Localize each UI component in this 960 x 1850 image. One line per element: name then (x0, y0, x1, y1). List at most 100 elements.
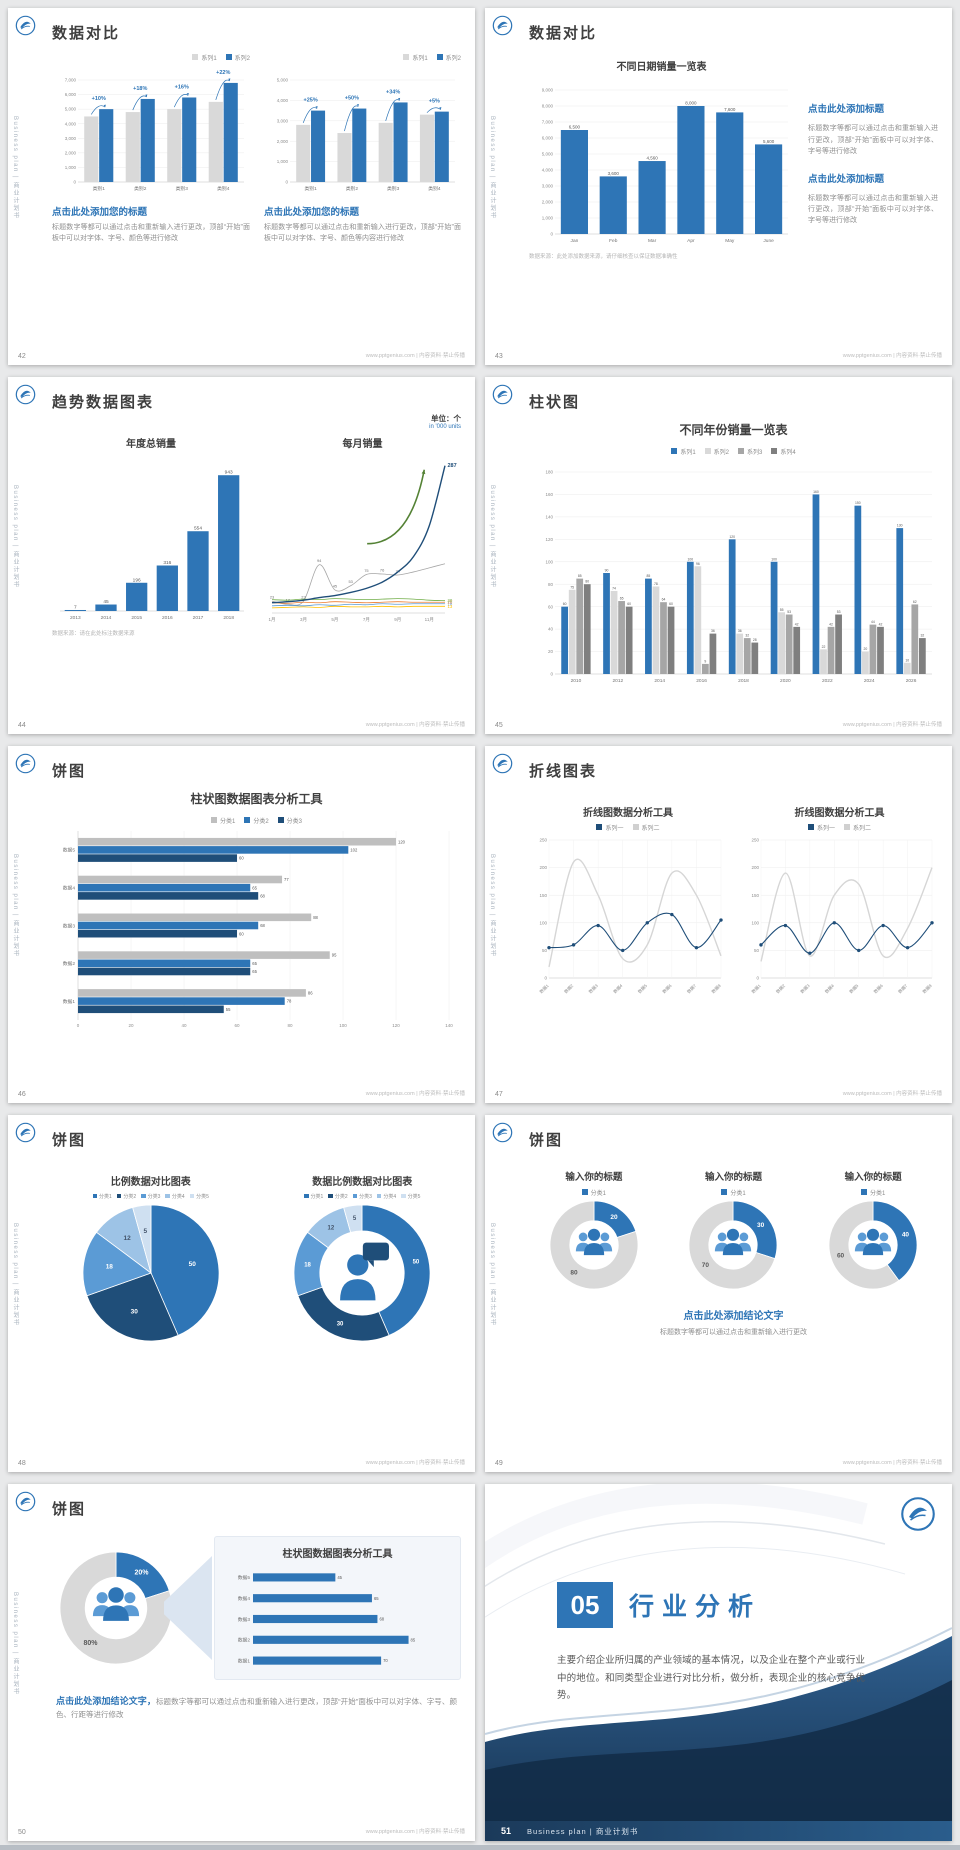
svg-text:类别2: 类别2 (346, 185, 359, 192)
svg-text:Apr: Apr (687, 238, 695, 244)
svg-text:0: 0 (550, 672, 553, 677)
svg-text:200: 200 (539, 865, 547, 870)
placeholder-heading: 点击此处添加您的标题 (52, 207, 148, 218)
conclusion-heading: 点击此处添加结论文字 (683, 1311, 784, 1322)
svg-text:53: 53 (837, 610, 841, 614)
footer-watermark: www.pptgenius.com | 内容资料·禁止传播 (842, 1460, 942, 1466)
slide-title: 饼图 (52, 1132, 87, 1149)
logo-icon (492, 384, 513, 405)
svg-text:53: 53 (348, 579, 352, 584)
svg-text:70: 70 (702, 1262, 710, 1269)
svg-text:1月: 1月 (268, 617, 275, 623)
slide-50-donut-and-bars[interactable]: Business plan | 商业计划书 饼图 20% 80% 柱状图数据图表分… (8, 1484, 475, 1841)
svg-text:2012: 2012 (612, 678, 623, 684)
svg-text:数据1: 数据1 (750, 982, 763, 995)
chart-legend: 分类1 (669, 1187, 799, 1197)
svg-text:12: 12 (123, 1235, 131, 1242)
svg-text:28: 28 (753, 638, 757, 642)
svg-text:5,600: 5,600 (763, 139, 775, 144)
svg-text:0: 0 (285, 180, 288, 185)
slide-43-data-comparison[interactable]: Business plan | 商业计划书 数据对比 不同日期销量一览表 0 1,… (485, 8, 952, 365)
slide-47-line-charts[interactable]: Business plan | 商业计划书 折线图表 折线图数据分析工具 系列一… (485, 746, 952, 1103)
placeholder-heading: 点击此处添加您的标题 (264, 207, 360, 218)
svg-text:100: 100 (539, 920, 547, 925)
svg-text:2010: 2010 (571, 678, 582, 684)
placeholder-heading: 点击此处添加标题 (808, 104, 885, 116)
slide-42-data-comparison[interactable]: Business plan | 商业计划书 数据对比 系列1 系列2 0 1,000… (8, 8, 475, 365)
placeholder-body: 标题数字等都可以通过点击和重新输入进行更改，顶部“开始”面板中可以对字体、字号、… (52, 224, 250, 243)
svg-text:18: 18 (304, 1263, 311, 1269)
svg-text:78: 78 (287, 999, 292, 1004)
slide-title: 趋势数据图表 (52, 394, 155, 411)
logo-icon (492, 1122, 513, 1143)
slide-46-hbar-chart[interactable]: Business plan | 商业计划书 饼图 柱状图数据图表分析工具 分类1… (8, 746, 475, 1103)
section-title: 行业分析 (629, 1593, 762, 1621)
svg-text:80: 80 (548, 582, 554, 587)
logo-icon (900, 1496, 936, 1532)
logo-icon (492, 15, 513, 36)
svg-text:287: 287 (448, 463, 457, 469)
chart-legend: 分类1 分类2 分类3 (52, 815, 461, 825)
sidebar-vertical-label: Business plan | 商业计划书 (489, 1223, 495, 1327)
svg-text:4,560: 4,560 (646, 156, 658, 161)
line-chart: 1月 3月 5月 7月 9月 11月 23 17 23 94 45 53 75 76 74 18 20 20 13 2… (264, 453, 461, 623)
svg-text:250: 250 (751, 838, 759, 843)
svg-text:13: 13 (448, 604, 453, 609)
conclusion-lead: 点击此处添加结论文字， (56, 1696, 156, 1706)
slide-44-trend-charts[interactable]: Business plan | 商业计划书 趋势数据图表 单位：个 in '00… (8, 377, 475, 734)
footer-watermark: www.pptgenius.com | 内容资料·禁止传播 (842, 353, 942, 359)
svg-text:5,000: 5,000 (65, 107, 77, 112)
svg-text:类别4: 类别4 (217, 185, 230, 192)
svg-text:102: 102 (350, 848, 358, 853)
slide-45-column-chart[interactable]: Business plan | 商业计划书 柱状图 不同年份销量一览表 系列1 系… (485, 377, 952, 734)
slide-title: 数据对比 (52, 25, 121, 42)
svg-text:70: 70 (383, 1658, 388, 1663)
svg-text:100: 100 (545, 559, 553, 564)
slide-48-pie-charts[interactable]: Business plan | 商业计划书 饼图 比例数据对比图表 分类1 分类2… (8, 1115, 475, 1472)
svg-text:68: 68 (260, 893, 265, 898)
svg-text:0: 0 (544, 976, 547, 981)
bar-chart: 0 1,000 2,000 3,000 4,000 5,000 6,000 7,000 8,00… (529, 76, 794, 246)
svg-text:40: 40 (181, 1023, 187, 1028)
svg-text:100: 100 (771, 557, 777, 561)
svg-text:45: 45 (333, 583, 337, 588)
chart-legend: 系列一 系列二 (529, 822, 727, 832)
svg-text:8,000: 8,000 (685, 101, 697, 106)
svg-text:100: 100 (339, 1023, 347, 1028)
slide-51-section-industry-analysis[interactable]: 05 行业分析 主要介绍企业所归属的产业领域的基本情况，以及企业在整个产业或行业… (485, 1484, 952, 1841)
svg-text:90: 90 (605, 569, 609, 573)
page-number: 47 (495, 1091, 503, 1098)
svg-text:65: 65 (252, 961, 257, 966)
svg-text:53: 53 (787, 610, 791, 614)
svg-text:180: 180 (545, 470, 553, 475)
chart-block: 折线图数据分析工具 系列一 系列二 0 50 100 150 200 250 数据1 数据2 数据… (741, 804, 938, 995)
svg-text:数据4: 数据4 (238, 1595, 251, 1602)
svg-text:18: 18 (105, 1263, 113, 1270)
text-column: 点击此处添加标题 标题数字等都可以通过点击和重新输入进行更改，顶部“开始”面板中… (808, 58, 938, 260)
svg-text:30: 30 (130, 1308, 138, 1315)
svg-text:100: 100 (751, 920, 759, 925)
logo-icon (15, 15, 36, 36)
data-source-note: 数据来源：请在此处标注数据来源 (52, 631, 135, 637)
svg-text:74: 74 (612, 586, 616, 590)
chart-block: 输入你的标题 分类1 30 70 (669, 1159, 799, 1291)
svg-text:12: 12 (328, 1225, 335, 1231)
svg-text:+22%: +22% (216, 70, 230, 76)
svg-text:85: 85 (411, 1637, 416, 1642)
svg-text:10: 10 (905, 658, 909, 662)
placeholder-body: 标题数字等都可以通过点击和重新输入进行更改，顶部“开始”面板中可以对字体、字号等… (808, 125, 938, 155)
placeholder-body: 标题数字等都可以通过点击和重新输入进行更改，顶部“开始”面板中可以对字体、字号等… (808, 195, 938, 225)
next-row-crop-edge (0, 1845, 960, 1850)
chart-block: 比例数据对比图表 分类1 分类2 分类3 分类4 分类5 50 30 18 12 5 (52, 1173, 250, 1343)
svg-text:类别2: 类别2 (134, 185, 147, 192)
svg-text:0: 0 (73, 180, 76, 185)
svg-text:Jan: Jan (571, 238, 579, 244)
chart-legend: 分类1 分类2 分类3 分类4 分类5 (52, 1191, 250, 1201)
slide-49-donut-charts[interactable]: Business plan | 商业计划书 饼图 输入你的标题 分类1 20 80… (485, 1115, 952, 1472)
svg-text:0: 0 (77, 1023, 80, 1028)
chart-legend: 系列1 系列2 (52, 52, 250, 62)
chart-title: 数据比例数据对比图表 (312, 1177, 413, 1188)
svg-text:95: 95 (332, 953, 337, 958)
analysis-panel: 柱状图数据图表分析工具 45 数据5 65 数据4 68 数据3 85 数据2 70 数据1 (214, 1536, 461, 1680)
logo-icon (15, 1491, 36, 1512)
